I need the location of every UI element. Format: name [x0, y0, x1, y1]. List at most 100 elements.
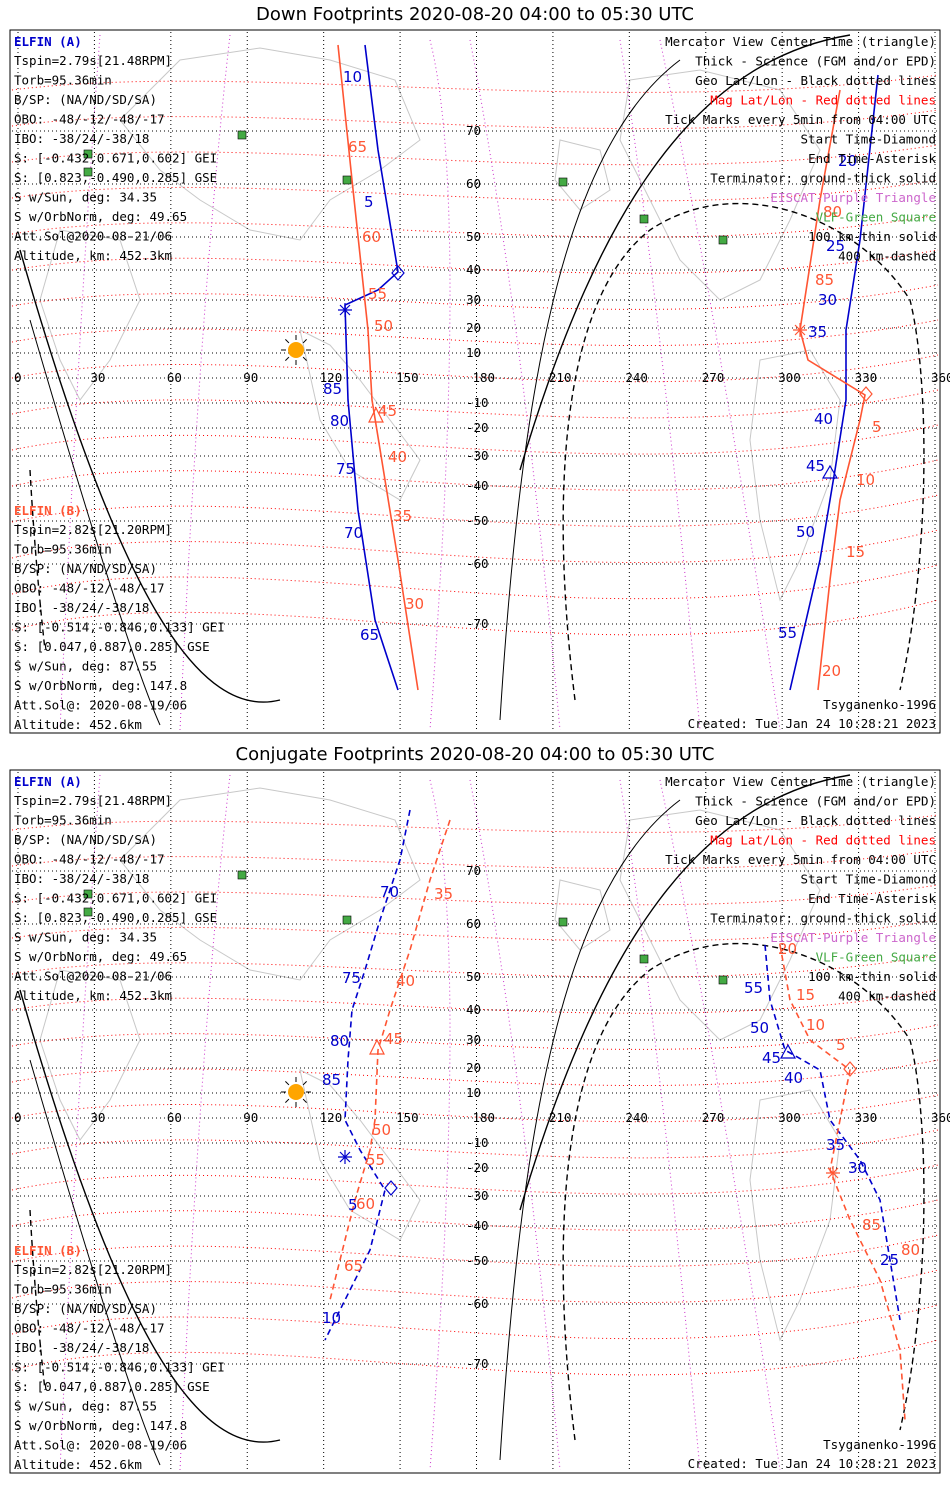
legend-entry: End Time-Asterisk — [808, 151, 936, 166]
legend-entry: Start Time-Diamond — [801, 872, 936, 887]
vlf-station-square — [83, 889, 93, 899]
legend-entry: Mag Lat/Lon - Red dotted lines — [710, 833, 936, 848]
continent-outline — [554, 139, 611, 211]
lat-tick-label: -20 — [466, 1160, 489, 1175]
track-tick-label: 35 — [808, 323, 827, 341]
end-time-asterisk — [826, 1166, 840, 1180]
track-tick-label: 75 — [336, 460, 355, 478]
track-tick-label: 5 — [872, 418, 882, 436]
mag-parallel — [11, 1234, 939, 1267]
continent-outline — [119, 787, 421, 981]
track-tick-label: 30 — [405, 595, 424, 613]
terminator-400km — [562, 942, 925, 1441]
legend-entry: Geo Lat/Lon - Black dotted lines — [695, 73, 936, 88]
elfin-a-track — [324, 809, 411, 1341]
elfin-a-info-line: S: [0.823,-0.490,0.285] GSE — [14, 170, 217, 185]
terminator-400km — [29, 1209, 46, 1391]
track-tick-label: 10 — [856, 471, 875, 489]
elfin-b-info-line: IBO: -38/24/-38/18 — [14, 1340, 149, 1355]
lon-tick-label: 300 — [778, 1110, 801, 1125]
lon-tick-label: 330 — [855, 1110, 878, 1125]
start-time-diamond — [391, 265, 405, 281]
track-tick-label: 30 — [818, 291, 837, 309]
elfin-b-info-line: Torb=95.36min — [14, 542, 112, 557]
vlf-station-square — [558, 177, 568, 187]
track-tick-label: 5 — [836, 1036, 846, 1054]
lat-tick-label: 50 — [466, 229, 481, 244]
track-tick-label: 20 — [778, 940, 797, 958]
sun-ray — [302, 339, 307, 344]
continent-outline — [39, 229, 141, 401]
legend-entry: VLF-Green Square — [816, 950, 936, 965]
lon-tick-label: 0 — [14, 1110, 22, 1125]
track-tick-label: 85 — [815, 271, 834, 289]
continent-outline — [299, 1069, 421, 1241]
mag-meridian — [429, 779, 451, 1471]
elfin-b-info-line: Tspin=2.82s[21.20RPM] — [14, 522, 172, 537]
lat-tick-label: -30 — [466, 1188, 489, 1203]
lon-tick-label: 180 — [473, 370, 496, 385]
track-tick-label: 10 — [322, 1309, 341, 1327]
elfin-a-heading: ELFIN (A) — [14, 34, 82, 49]
lon-tick-label: 120 — [320, 370, 343, 385]
lat-tick-label: 70 — [466, 863, 481, 878]
track-tick-label: 85 — [862, 1216, 881, 1234]
track-tick-label: 65 — [348, 138, 367, 156]
end-time-asterisk — [338, 1150, 352, 1164]
elfin-b-info-line: S: [-0.514,-0.846,0.133] GEI — [14, 620, 225, 635]
track-tick-label: 60 — [362, 228, 381, 246]
legend-entry: Thick - Science (FGM and/or EPD) — [695, 54, 936, 69]
lon-tick-label: 240 — [625, 370, 648, 385]
track-tick-label: 5 — [364, 193, 374, 211]
view-center-triangle — [821, 464, 839, 479]
lon-tick-label: 180 — [473, 1110, 496, 1125]
elfin-b-info-line: Altitude: 452.6km — [14, 717, 142, 732]
mag-parallel — [11, 599, 939, 636]
lon-tick-label: 60 — [167, 1110, 182, 1125]
legend-entry: VLF-Green Square — [816, 210, 936, 225]
continent-outline — [554, 879, 611, 951]
mag-meridian — [659, 39, 781, 731]
elfin-b-info-line: S: [-0.514,-0.846,0.133] GEI — [14, 1360, 225, 1375]
created-timestamp: Created: Tue Jan 24 10:28:21 2023 — [688, 716, 936, 731]
elfin-b-info-line: S w/OrbNorm, deg: 147.8 — [14, 1418, 187, 1433]
legend-entry: Terminator: ground-thick solid — [710, 171, 936, 186]
vlf-station-square — [83, 907, 93, 917]
start-time-diamond — [843, 1061, 857, 1077]
track-tick-label: 45 — [806, 457, 825, 475]
vlf-station-square — [237, 130, 247, 140]
track-tick-label: 65 — [344, 1257, 363, 1275]
elfin-b-heading: ELFIN (B) — [14, 503, 82, 518]
legend-entry: Geo Lat/Lon - Black dotted lines — [695, 813, 936, 828]
panel-title: Conjugate Footprints 2020-08-20 04:00 to… — [235, 744, 715, 765]
track-tick-label: 55 — [744, 979, 763, 997]
track-tick-label: 50 — [750, 1019, 769, 1037]
vlf-station-square — [83, 149, 93, 159]
legend-entry: Thick - Science (FGM and/or EPD) — [695, 794, 936, 809]
legend-entry: EISCAT-Purple Triangle — [770, 930, 936, 945]
lat-tick-label: 40 — [466, 262, 481, 277]
elfin-b-track — [329, 819, 451, 1301]
lon-tick-label: 60 — [167, 370, 182, 385]
elfin-a-info-line: Att.Sol@2020-08-21/06 — [14, 229, 172, 244]
mag-parallel — [11, 1164, 939, 1195]
lon-tick-label: 360 — [931, 370, 950, 385]
lat-tick-label: 10 — [466, 1085, 481, 1100]
lon-tick-label: 330 — [855, 370, 878, 385]
mag-meridian — [429, 39, 451, 731]
lon-tick-label: 30 — [90, 370, 105, 385]
down-footprints-panel: Down Footprints 2020-08-20 04:00 to 05:3… — [9, 4, 950, 734]
elfin-b-info-line: S: [0.047,0.887,0.285] GSE — [14, 639, 210, 654]
legend-entry: 100 km-thin solid — [808, 229, 936, 244]
lat-tick-label: -40 — [466, 478, 489, 493]
vlf-station-square — [639, 214, 649, 224]
start-time-diamond — [859, 386, 873, 402]
lon-tick-label: 300 — [778, 370, 801, 385]
sun-ray — [285, 356, 290, 361]
track-tick-label: 50 — [374, 317, 393, 335]
elfin-a-info-line: Torb=95.36min — [14, 813, 112, 828]
elfin-a-info-line: S w/Sun, deg: 34.35 — [14, 930, 157, 945]
lat-tick-label: -60 — [466, 1296, 489, 1311]
track-tick-label: 35 — [434, 885, 453, 903]
track-tick-label: 5 — [348, 1196, 358, 1214]
